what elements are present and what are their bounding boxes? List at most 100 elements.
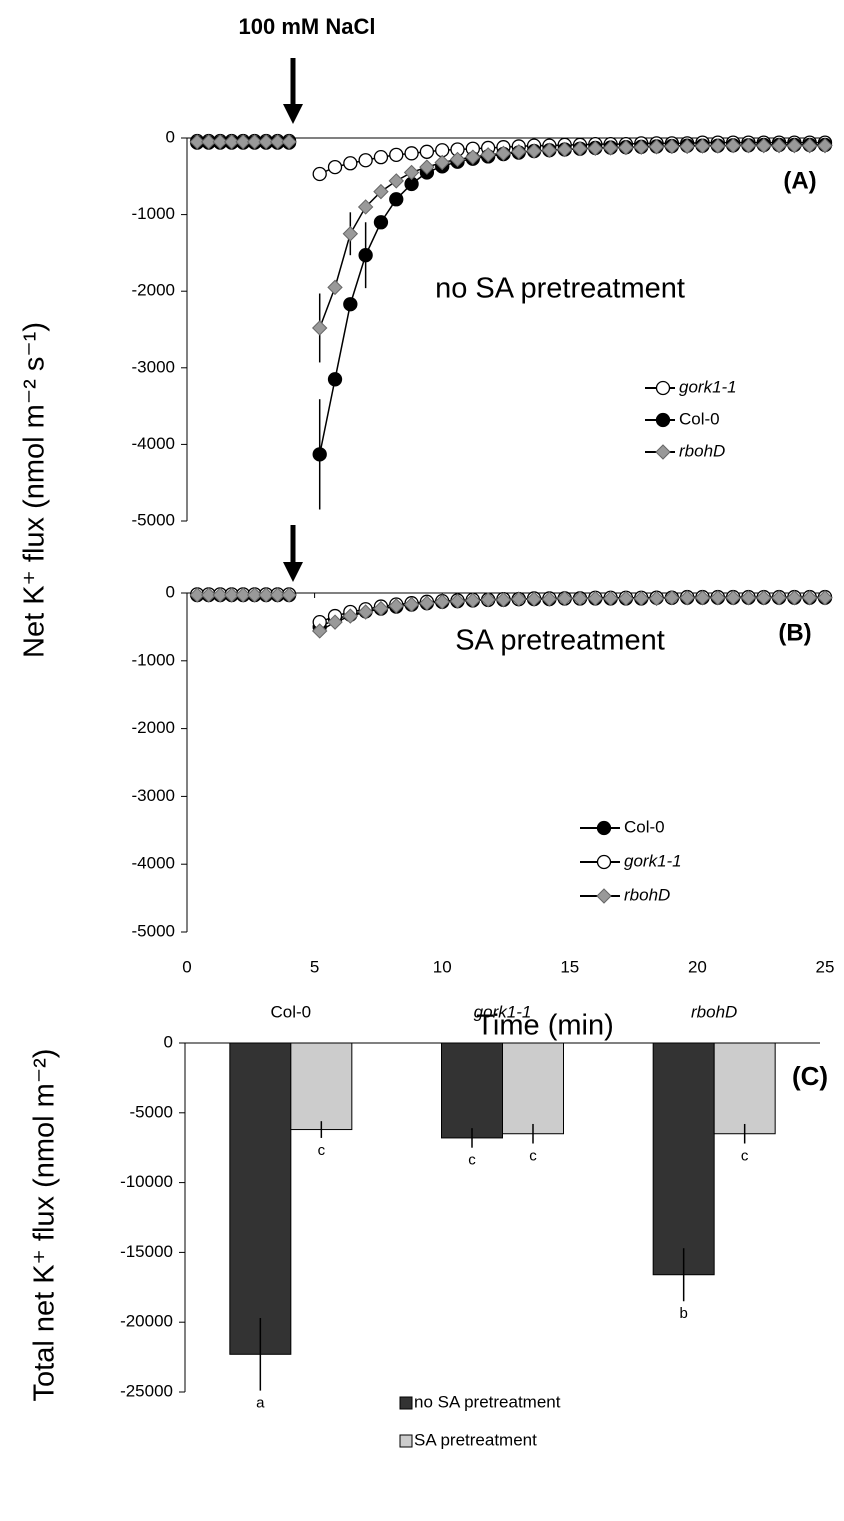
marker bbox=[480, 147, 496, 163]
marker bbox=[618, 139, 634, 156]
marker bbox=[269, 134, 286, 150]
marker bbox=[373, 149, 389, 165]
marker bbox=[312, 166, 327, 182]
panel-label: (B) bbox=[778, 619, 811, 646]
marker bbox=[449, 151, 466, 168]
bar bbox=[652, 1042, 715, 1276]
x-tick-label: 5 bbox=[310, 957, 319, 976]
x-tick-label: 0 bbox=[182, 957, 191, 976]
x-tick-label: 20 bbox=[688, 957, 707, 976]
legend-marker bbox=[596, 854, 612, 870]
marker bbox=[235, 587, 251, 603]
y-tick-label: 0 bbox=[166, 582, 175, 601]
marker bbox=[327, 279, 343, 296]
marker bbox=[223, 134, 240, 150]
legend-swatch bbox=[399, 1434, 413, 1448]
y-tick-label: 0 bbox=[166, 127, 175, 146]
marker bbox=[403, 164, 420, 181]
marker bbox=[495, 145, 512, 162]
legend-marker bbox=[655, 380, 671, 396]
marker bbox=[312, 447, 327, 462]
y-tick-label: -4000 bbox=[132, 854, 175, 873]
marker bbox=[404, 146, 419, 161]
marker bbox=[373, 600, 389, 617]
legend-label: rbohD bbox=[624, 885, 670, 904]
marker bbox=[327, 159, 343, 175]
marker bbox=[327, 614, 343, 630]
category-label: Col-0 bbox=[271, 1002, 312, 1021]
marker bbox=[664, 138, 680, 155]
marker bbox=[679, 590, 695, 606]
legend-label: no SA pretreatment bbox=[414, 1392, 561, 1411]
legend-label: Col-0 bbox=[679, 409, 720, 428]
bar bbox=[290, 1042, 353, 1131]
bar bbox=[502, 1042, 564, 1135]
y-axis-title: Net K⁺ flux (nmol m⁻² s⁻¹) bbox=[19, 322, 51, 658]
legend-marker bbox=[596, 888, 612, 904]
marker bbox=[817, 590, 833, 606]
significance-letter: c bbox=[318, 1142, 326, 1159]
category-label: rbohD bbox=[691, 1002, 737, 1021]
marker bbox=[343, 297, 358, 312]
marker bbox=[679, 138, 695, 155]
marker bbox=[200, 134, 217, 150]
marker bbox=[212, 134, 228, 150]
marker bbox=[200, 587, 217, 603]
y-tick-label: -5000 bbox=[132, 921, 175, 940]
y-tick-label: -5000 bbox=[132, 510, 175, 529]
marker bbox=[495, 592, 512, 608]
marker bbox=[358, 153, 373, 168]
marker bbox=[480, 592, 496, 608]
legend-label: Col-0 bbox=[624, 817, 665, 836]
marker bbox=[449, 593, 466, 609]
annotation: 100 mM NaCl bbox=[239, 14, 376, 39]
marker bbox=[327, 372, 343, 387]
y-tick-label: -4000 bbox=[132, 434, 175, 453]
y-tick-label: -1000 bbox=[132, 650, 175, 669]
arrow-head bbox=[283, 104, 303, 124]
arrow-head bbox=[283, 562, 303, 582]
marker bbox=[223, 587, 240, 603]
legend-marker bbox=[655, 444, 671, 460]
marker bbox=[817, 137, 833, 154]
marker bbox=[556, 590, 573, 607]
annotation: no SA pretreatment bbox=[435, 273, 685, 305]
marker bbox=[235, 134, 251, 150]
marker bbox=[373, 183, 389, 200]
legend-label: rbohD bbox=[679, 441, 725, 460]
category-label: gork1-1 bbox=[474, 1002, 532, 1021]
marker bbox=[388, 598, 404, 614]
marker bbox=[725, 137, 741, 154]
x-axis-title: Time (min) bbox=[476, 1010, 613, 1042]
marker bbox=[801, 137, 818, 154]
bar bbox=[441, 1042, 503, 1139]
marker bbox=[618, 590, 634, 607]
x-tick-label: 25 bbox=[816, 957, 835, 976]
significance-letter: c bbox=[529, 1147, 537, 1164]
marker bbox=[465, 592, 481, 609]
significance-letter: b bbox=[679, 1305, 687, 1322]
marker bbox=[281, 587, 297, 603]
legend-marker bbox=[596, 820, 612, 836]
marker bbox=[389, 147, 404, 163]
marker bbox=[389, 192, 404, 207]
marker bbox=[572, 141, 588, 157]
marker bbox=[556, 141, 573, 158]
legend-marker bbox=[655, 412, 671, 428]
marker bbox=[602, 590, 619, 607]
marker bbox=[434, 154, 450, 171]
marker bbox=[648, 590, 665, 607]
y-tick-label: 0 bbox=[164, 1032, 173, 1051]
marker bbox=[258, 134, 274, 150]
marker bbox=[771, 137, 787, 154]
marker bbox=[269, 587, 286, 603]
marker bbox=[246, 134, 263, 150]
marker bbox=[587, 590, 604, 607]
marker bbox=[281, 134, 297, 150]
annotation: SA pretreatment bbox=[455, 625, 665, 657]
marker bbox=[740, 590, 757, 606]
bar bbox=[713, 1042, 776, 1135]
marker bbox=[403, 596, 420, 613]
marker bbox=[189, 587, 205, 603]
